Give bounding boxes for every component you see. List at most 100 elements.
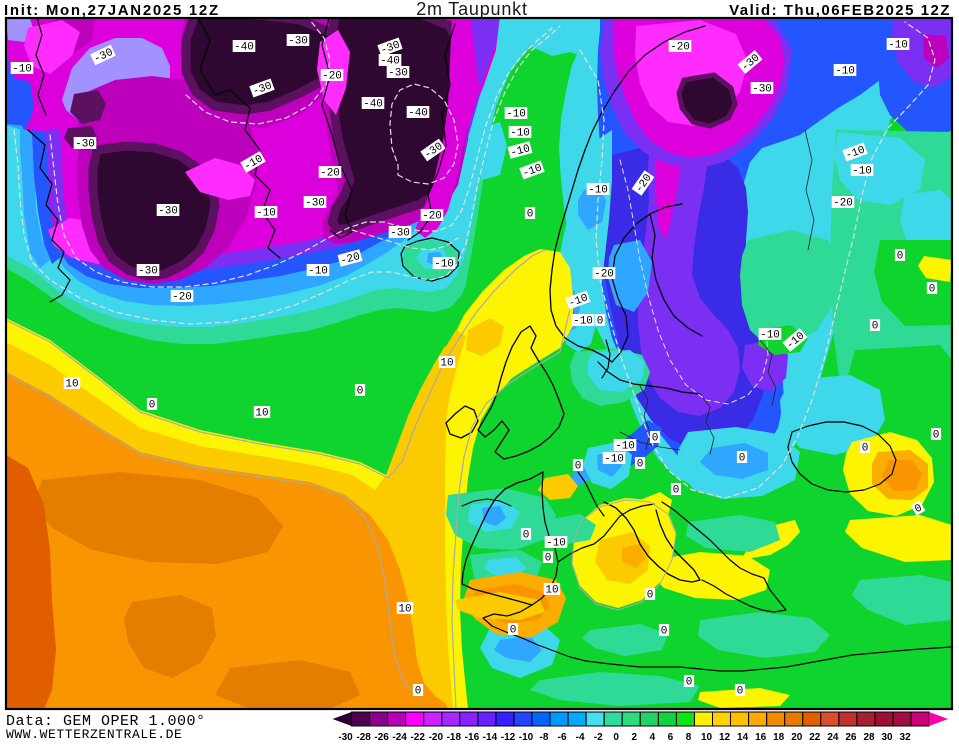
svg-text:0: 0 <box>415 686 422 698</box>
svg-text:-20: -20 <box>339 251 361 268</box>
svg-text:0: 0 <box>737 686 744 698</box>
svg-text:0: 0 <box>510 625 517 637</box>
svg-text:-18: -18 <box>447 732 462 741</box>
svg-text:-22: -22 <box>410 732 425 741</box>
svg-text:26: 26 <box>845 732 857 741</box>
svg-text:2: 2 <box>632 732 638 741</box>
svg-text:-30: -30 <box>752 84 772 96</box>
svg-text:0: 0 <box>545 553 552 565</box>
svg-text:10: 10 <box>545 585 558 597</box>
svg-text:0: 0 <box>637 459 644 471</box>
svg-text:22: 22 <box>809 732 821 741</box>
svg-text:0: 0 <box>357 386 364 398</box>
svg-text:0: 0 <box>523 530 530 542</box>
svg-text:-14: -14 <box>483 732 498 741</box>
svg-text:0: 0 <box>862 443 869 455</box>
svg-text:-30: -30 <box>158 206 178 218</box>
svg-text:-30: -30 <box>288 36 308 48</box>
svg-text:-10: -10 <box>308 266 328 278</box>
svg-text:Init: Mon,27JAN2025 12Z: Init: Mon,27JAN2025 12Z <box>4 2 220 19</box>
svg-text:-20: -20 <box>320 168 340 180</box>
svg-text:0: 0 <box>652 433 659 445</box>
svg-text:-10: -10 <box>506 109 526 121</box>
svg-text:-30: -30 <box>138 266 158 278</box>
svg-text:-10: -10 <box>588 185 608 197</box>
svg-text:-10: -10 <box>573 316 593 328</box>
svg-text:-10: -10 <box>256 208 276 220</box>
svg-text:-30: -30 <box>75 139 95 151</box>
svg-text:0: 0 <box>647 590 654 602</box>
svg-text:0: 0 <box>673 485 680 497</box>
svg-text:20: 20 <box>791 732 803 741</box>
svg-text:0: 0 <box>897 251 904 263</box>
svg-text:0: 0 <box>575 461 582 473</box>
svg-text:12: 12 <box>719 732 731 741</box>
svg-text:-16: -16 <box>465 732 480 741</box>
svg-text:-10: -10 <box>12 64 32 76</box>
svg-text:10: 10 <box>255 408 268 420</box>
svg-text:16: 16 <box>755 732 767 741</box>
svg-text:0: 0 <box>929 284 936 296</box>
svg-text:-10: -10 <box>519 732 534 741</box>
svg-text:10: 10 <box>65 379 78 391</box>
svg-text:-20: -20 <box>670 42 690 54</box>
svg-text:-30: -30 <box>390 228 410 240</box>
svg-text:32: 32 <box>900 732 912 741</box>
svg-text:-10: -10 <box>760 330 780 342</box>
svg-text:30: 30 <box>881 732 893 741</box>
svg-text:-10: -10 <box>434 259 454 271</box>
svg-text:0: 0 <box>913 502 925 516</box>
svg-text:Data: GEM OPER 1.000°: Data: GEM OPER 1.000° <box>6 713 206 730</box>
svg-text:28: 28 <box>863 732 875 741</box>
svg-text:0: 0 <box>933 430 940 442</box>
svg-text:-20: -20 <box>172 292 192 304</box>
svg-text:0: 0 <box>613 732 619 741</box>
svg-text:0: 0 <box>149 400 156 412</box>
svg-text:-6: -6 <box>558 732 567 741</box>
svg-text:18: 18 <box>773 732 785 741</box>
svg-text:-40: -40 <box>363 99 383 111</box>
svg-text:0: 0 <box>661 626 668 638</box>
svg-text:-28: -28 <box>356 732 371 741</box>
svg-text:8: 8 <box>686 732 692 741</box>
svg-text:-20: -20 <box>422 211 442 223</box>
svg-text:-10: -10 <box>509 143 531 160</box>
svg-text:WWW.WETTERZENTRALE.DE: WWW.WETTERZENTRALE.DE <box>6 727 182 741</box>
svg-text:-4: -4 <box>576 732 585 741</box>
svg-text:2m Taupunkt: 2m Taupunkt <box>416 0 528 19</box>
svg-text:-24: -24 <box>392 732 407 741</box>
svg-text:0: 0 <box>739 453 746 465</box>
svg-text:10: 10 <box>398 604 411 616</box>
svg-text:24: 24 <box>827 732 839 741</box>
svg-text:10: 10 <box>440 358 453 370</box>
svg-text:-30: -30 <box>338 732 353 741</box>
svg-text:-40: -40 <box>408 108 428 120</box>
svg-text:14: 14 <box>737 732 749 741</box>
svg-text:10: 10 <box>701 732 713 741</box>
svg-text:Valid: Thu,06FEB2025 12Z: Valid: Thu,06FEB2025 12Z <box>729 2 951 19</box>
svg-text:-8: -8 <box>540 732 549 741</box>
svg-text:-10: -10 <box>888 40 908 52</box>
svg-text:-40: -40 <box>380 56 400 68</box>
svg-text:-20: -20 <box>833 198 853 210</box>
svg-text:-10: -10 <box>835 66 855 78</box>
svg-text:-10: -10 <box>546 538 566 550</box>
svg-text:0: 0 <box>527 209 534 221</box>
svg-text:0: 0 <box>597 316 604 328</box>
svg-text:-20: -20 <box>594 269 614 281</box>
svg-text:-10: -10 <box>852 166 872 178</box>
svg-text:6: 6 <box>668 732 674 741</box>
svg-text:-10: -10 <box>615 441 635 453</box>
svg-text:0: 0 <box>686 677 693 689</box>
svg-text:-20: -20 <box>429 732 444 741</box>
svg-text:-2: -2 <box>594 732 603 741</box>
svg-text:-30: -30 <box>388 68 408 80</box>
svg-text:-30: -30 <box>305 198 325 210</box>
svg-text:-40: -40 <box>234 42 254 54</box>
svg-text:0: 0 <box>872 321 879 333</box>
svg-text:-12: -12 <box>501 732 516 741</box>
svg-text:4: 4 <box>650 732 656 741</box>
svg-text:-10: -10 <box>604 454 624 466</box>
svg-text:-10: -10 <box>510 128 530 140</box>
svg-text:-26: -26 <box>374 732 389 741</box>
